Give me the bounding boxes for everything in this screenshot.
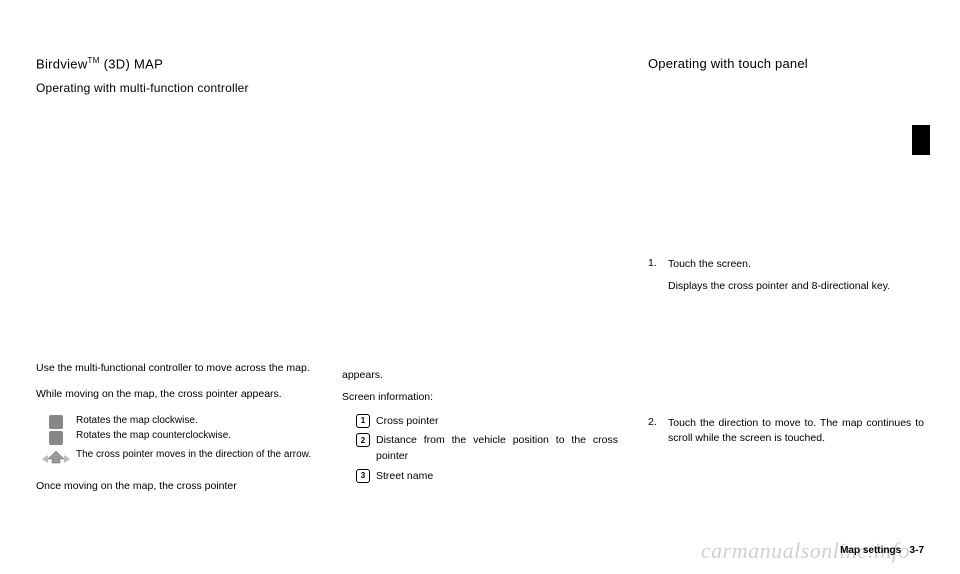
step-2-text: Touch the direction to move to. The map … bbox=[668, 416, 924, 448]
heading-text-part1: Birdview bbox=[36, 56, 88, 71]
circle-num-3: 3 bbox=[356, 469, 370, 483]
icon-row-arrow: The cross pointer moves in the direction… bbox=[36, 447, 312, 465]
image-placeholder-2 bbox=[342, 56, 618, 368]
step-1: 1. Touch the screen. Displays the cross … bbox=[648, 257, 924, 295]
para-once-moving: Once moving on the map, the cross pointe… bbox=[36, 479, 312, 495]
image-placeholder-4 bbox=[648, 301, 924, 416]
para-appears: appears. bbox=[342, 368, 618, 384]
para-use-controller: Use the multi-functional controller to m… bbox=[36, 361, 312, 377]
para-screen-info: Screen information: bbox=[342, 390, 618, 406]
subheading-controller: Operating with multi-function controller bbox=[36, 81, 312, 95]
column-right: Operating with touch panel 1. Touch the … bbox=[648, 56, 924, 505]
step-2-num: 2. bbox=[648, 416, 668, 428]
image-placeholder-1 bbox=[36, 111, 312, 361]
page-footer: Map settings 3-7 bbox=[840, 545, 924, 556]
step-1-sub: Displays the cross pointer and 8-directi… bbox=[668, 279, 924, 295]
section-tab bbox=[912, 125, 930, 155]
circle-num-1: 1 bbox=[356, 414, 370, 428]
page-content: BirdviewTM (3D) MAP Operating with multi… bbox=[0, 0, 960, 535]
heading-text-part2: (3D) MAP bbox=[100, 56, 163, 71]
step-1-text: Touch the screen. bbox=[668, 257, 924, 273]
info-text-2: Distance from the vehicle position to th… bbox=[376, 433, 618, 465]
circle-num-2: 2 bbox=[356, 433, 370, 447]
icon-row-rotate: Rotates the map clockwise. Rotates the m… bbox=[36, 413, 312, 445]
arrow-direction-icon bbox=[36, 447, 76, 465]
info-item-2: 2 Distance from the vehicle position to … bbox=[342, 433, 618, 465]
para-cross-pointer: While moving on the map, the cross point… bbox=[36, 387, 312, 403]
heading-touch-panel: Operating with touch panel bbox=[648, 56, 924, 71]
step-1-content: Touch the screen. Displays the cross poi… bbox=[668, 257, 924, 295]
info-item-3: 3 Street name bbox=[342, 469, 618, 485]
image-placeholder-3 bbox=[648, 87, 924, 257]
footer-label: Map settings bbox=[840, 545, 901, 556]
column-left: BirdviewTM (3D) MAP Operating with multi… bbox=[36, 56, 312, 505]
column-middle: appears. Screen information: 1 Cross poi… bbox=[342, 56, 618, 505]
heading-superscript: TM bbox=[88, 56, 100, 65]
rotate-ccw-icon bbox=[49, 431, 63, 445]
footer-page: 3-7 bbox=[910, 545, 924, 556]
step-1-num: 1. bbox=[648, 257, 668, 269]
rotate-cw-icon bbox=[49, 415, 63, 429]
step-2: 2. Touch the direction to move to. The m… bbox=[648, 416, 924, 448]
rotate-cw-text: Rotates the map clockwise. bbox=[76, 413, 312, 428]
rotate-ccw-text: Rotates the map counterclockwise. bbox=[76, 428, 312, 443]
heading-birdview: BirdviewTM (3D) MAP bbox=[36, 56, 312, 71]
arrow-text: The cross pointer moves in the direction… bbox=[76, 447, 312, 462]
rotate-icons bbox=[36, 413, 76, 445]
info-text-3: Street name bbox=[376, 469, 618, 485]
info-text-1: Cross pointer bbox=[376, 414, 618, 430]
info-item-1: 1 Cross pointer bbox=[342, 414, 618, 430]
